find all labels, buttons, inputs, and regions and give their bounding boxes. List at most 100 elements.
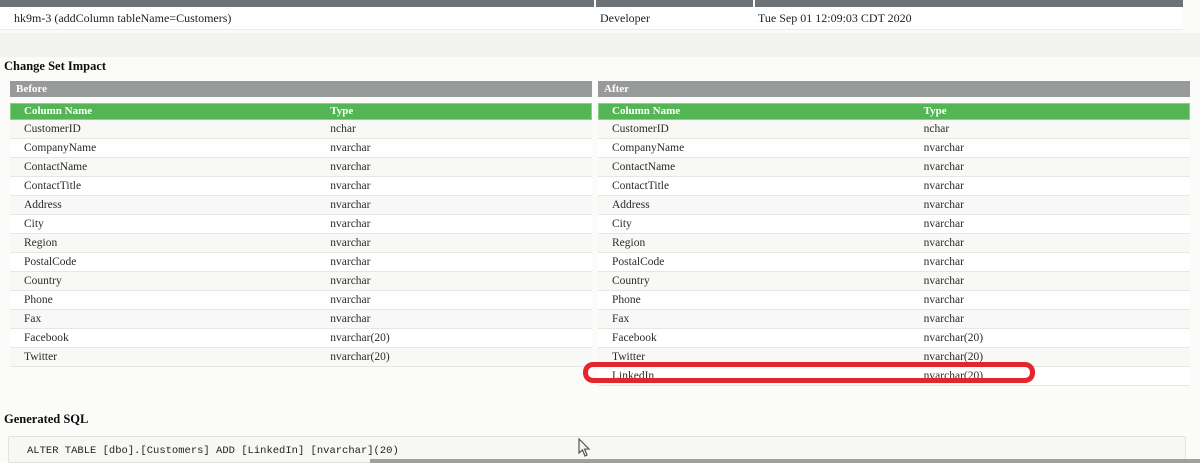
column-name-cell: PostalCode xyxy=(612,256,665,268)
type-cell: nvarchar xyxy=(923,142,964,154)
type-cell: nvarchar xyxy=(923,218,964,230)
column-name-cell: City xyxy=(24,218,44,230)
type-cell: nvarchar xyxy=(330,294,371,306)
changeset-row[interactable]: hk9m-3 (addColumn tableName=Customers) D… xyxy=(0,7,1183,30)
type-cell: nchar xyxy=(330,123,356,135)
type-cell: nvarchar xyxy=(330,180,371,192)
type-cell: nvarchar(20) xyxy=(330,332,390,344)
after-table-rows: CustomerID nchar CompanyName nvarchar Co… xyxy=(598,120,1190,386)
type-cell: nvarchar xyxy=(923,294,964,306)
type-cell: nvarchar xyxy=(923,180,964,192)
column-name-cell: Country xyxy=(24,275,62,287)
type-cell: nvarchar(20) xyxy=(923,351,984,363)
table-row: ContactTitle nvarchar xyxy=(598,177,1190,196)
column-name-cell: PostalCode xyxy=(24,256,77,268)
generated-sql-heading: Generated SQL xyxy=(4,412,89,426)
mouse-cursor-icon xyxy=(578,438,590,457)
column-name-cell: Fax xyxy=(24,313,42,325)
table-row: Phone nvarchar xyxy=(598,291,1190,310)
type-cell: nvarchar xyxy=(923,313,964,325)
column-name-cell: Phone xyxy=(24,294,53,306)
type-cell: nvarchar xyxy=(330,275,371,287)
after-table: After Column Name Type CustomerID nchar … xyxy=(598,81,1190,386)
table-row: ContactName nvarchar xyxy=(10,158,592,177)
table-row: PostalCode nvarchar xyxy=(598,253,1190,272)
column-name-cell: CustomerID xyxy=(612,123,669,135)
column-name-cell: CompanyName xyxy=(24,142,97,154)
changeset-date-executed: Tue Sep 01 12:09:03 CDT 2020 xyxy=(758,11,912,25)
type-header: Type xyxy=(923,105,947,117)
type-cell: nvarchar xyxy=(923,275,964,287)
background-band xyxy=(0,33,1200,57)
column-name-cell: ContactTitle xyxy=(24,180,82,192)
type-cell: nvarchar xyxy=(330,142,371,154)
type-cell: nchar xyxy=(923,123,950,135)
column-name-cell: CustomerID xyxy=(24,123,81,135)
new-column-highlight-box xyxy=(583,362,1035,383)
column-name-cell: Facebook xyxy=(612,332,657,344)
table-row: Phone nvarchar xyxy=(10,291,592,310)
column-name-cell: CompanyName xyxy=(612,142,685,154)
column-name-header: Column Name xyxy=(24,105,93,117)
type-cell: nvarchar(20) xyxy=(330,351,390,363)
type-cell: nvarchar xyxy=(330,199,371,211)
column-name-cell: Phone xyxy=(612,294,641,306)
after-table-header: After xyxy=(598,81,1190,97)
changeset-grid-header xyxy=(0,0,1183,7)
table-row: CompanyName nvarchar xyxy=(598,139,1190,158)
table-row: PostalCode nvarchar xyxy=(10,253,592,272)
table-row: Facebook nvarchar(20) xyxy=(598,329,1190,348)
table-row: Twitter nvarchar(20) xyxy=(10,348,592,367)
column-name-cell: Twitter xyxy=(612,351,646,363)
changeset-id: hk9m-3 (addColumn tableName=Customers) xyxy=(14,11,232,25)
grid-header-cell-author xyxy=(596,0,753,7)
column-name-cell: Country xyxy=(612,275,650,287)
before-table: Before Column Name Type CustomerID nchar… xyxy=(10,81,592,367)
table-row: Facebook nvarchar(20) xyxy=(10,329,592,348)
type-cell: nvarchar xyxy=(330,237,371,249)
type-cell: nvarchar xyxy=(330,161,371,173)
after-column-header-row: Column Name Type xyxy=(598,103,1190,120)
before-column-header-row: Column Name Type xyxy=(10,103,592,120)
column-name-cell: Address xyxy=(24,199,62,211)
type-cell: nvarchar xyxy=(330,256,371,268)
type-cell: nvarchar xyxy=(330,313,371,325)
column-name-cell: ContactName xyxy=(612,161,676,173)
table-row: Country nvarchar xyxy=(10,272,592,291)
column-name-header: Column Name xyxy=(612,105,681,117)
column-name-cell: Twitter xyxy=(24,351,58,363)
table-row: Address nvarchar xyxy=(10,196,592,215)
generated-sql-block: ALTER TABLE [dbo].[Customers] ADD [Linke… xyxy=(8,436,1186,463)
table-row: Fax nvarchar xyxy=(10,310,592,329)
column-name-cell: Region xyxy=(24,237,58,249)
table-row: Region nvarchar xyxy=(598,234,1190,253)
column-name-cell: ContactName xyxy=(24,161,88,173)
table-row: Address nvarchar xyxy=(598,196,1190,215)
grid-header-cell-date xyxy=(755,0,1183,7)
table-row: Fax nvarchar xyxy=(598,310,1190,329)
table-row: CustomerID nchar xyxy=(598,120,1190,139)
column-name-cell: City xyxy=(612,218,632,230)
column-name-cell: Facebook xyxy=(24,332,69,344)
changeset-author: Developer xyxy=(600,11,650,25)
column-name-cell: Fax xyxy=(612,313,630,325)
table-row: ContactTitle nvarchar xyxy=(10,177,592,196)
before-table-header: Before xyxy=(10,81,592,97)
type-cell: nvarchar xyxy=(923,237,964,249)
grid-header-cell-changeset xyxy=(0,0,594,7)
table-row: City nvarchar xyxy=(598,215,1190,234)
type-cell: nvarchar xyxy=(923,256,964,268)
type-cell: nvarchar(20) xyxy=(923,332,984,344)
before-table-rows: CustomerID nchar CompanyName nvarchar Co… xyxy=(10,120,592,367)
table-row: Country nvarchar xyxy=(598,272,1190,291)
type-cell: nvarchar xyxy=(330,218,371,230)
bottom-edge-strip xyxy=(370,459,1200,463)
type-cell: nvarchar xyxy=(923,161,964,173)
column-name-cell: Address xyxy=(612,199,650,211)
column-name-cell: Region xyxy=(612,237,646,249)
table-row: ContactName nvarchar xyxy=(598,158,1190,177)
generated-sql-code: ALTER TABLE [dbo].[Customers] ADD [Linke… xyxy=(27,445,399,457)
type-cell: nvarchar xyxy=(923,199,964,211)
table-row: Region nvarchar xyxy=(10,234,592,253)
table-row: City nvarchar xyxy=(10,215,592,234)
